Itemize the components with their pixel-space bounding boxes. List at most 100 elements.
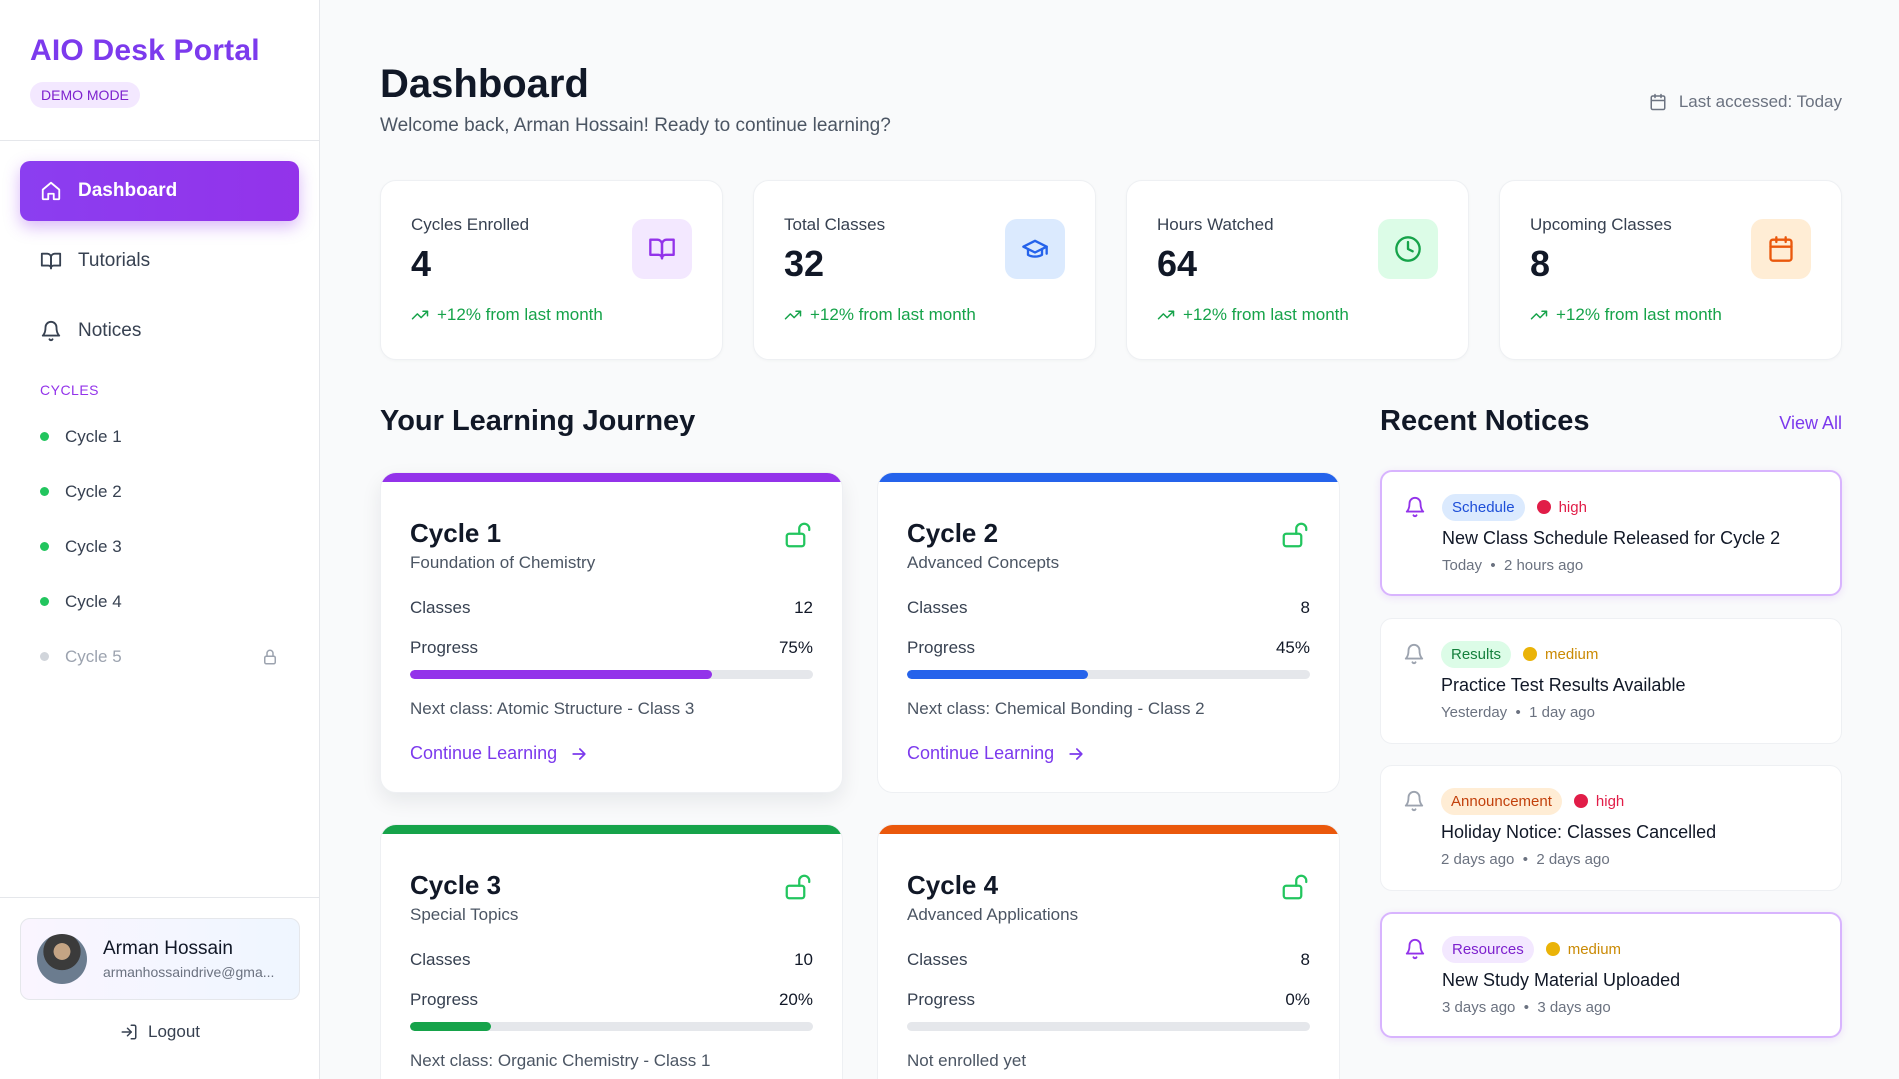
calendar-icon (1769, 236, 1793, 262)
trending-up-icon (411, 310, 429, 320)
notice-category-badge: Resources (1442, 935, 1534, 963)
arrow-right-icon (572, 747, 586, 760)
stat-icon-box (632, 219, 692, 279)
sidebar-item-cycle-2[interactable]: Cycle 2 (0, 464, 319, 519)
stat-value: 32 (784, 243, 825, 284)
sidebar-item-cycle-3[interactable]: Cycle 3 (0, 519, 319, 574)
stat-label: Total Classes (784, 215, 886, 234)
sidebar-item-cycle-1[interactable]: Cycle 1 (0, 409, 319, 464)
cycle-label: Cycle 1 (65, 426, 122, 446)
nav-item-label: Notices (78, 320, 142, 341)
unlock-icon (1282, 522, 1308, 548)
next-class: Not enrolled yet (907, 1051, 1027, 1070)
next-class: Next class: Chemical Bonding - Class 2 (907, 699, 1205, 718)
nav-item-label: Dashboard (78, 180, 178, 201)
stat-trend: +12% from last month (1530, 305, 1811, 325)
notice-card[interactable]: Resources medium New Study Material Uplo… (1380, 912, 1842, 1038)
priority-dot (1536, 500, 1551, 514)
notice-time: 3 days ago • 3 days ago (1442, 999, 1611, 1016)
sidebar: AIO Desk Portal DEMO MODE Dashboard Tuto… (0, 0, 320, 1079)
cycle-card-4: Cycle 4 Advanced Applications Classes 8 P… (877, 824, 1340, 1079)
user-email: armanhossaindrive@gma... (103, 964, 275, 980)
unlock-icon-wrap (783, 520, 813, 550)
unlock-icon-wrap (783, 872, 813, 902)
nav-item-label: Tutorials (78, 250, 151, 271)
trending-up-icon (784, 310, 802, 320)
status-dot (40, 432, 49, 441)
main-nav: Dashboard Tutorials Notices (0, 141, 319, 361)
stat-trend-text: +12% from last month (437, 305, 603, 324)
bell-icon (1405, 939, 1425, 960)
sidebar-item-cycle-4[interactable]: Cycle 4 (0, 574, 319, 629)
cycle-card-2: Cycle 2 Advanced Concepts Classes 8 Progr… (877, 472, 1340, 793)
cycle-subtitle: Advanced Concepts (907, 553, 1060, 572)
status-dot (40, 487, 49, 496)
notice-category-badge: Schedule (1442, 493, 1525, 521)
bell-icon-wrap (1403, 790, 1425, 812)
classes-row: Classes 8 (907, 950, 1310, 970)
notice-card[interactable]: Results medium Practice Test Results Ava… (1380, 618, 1842, 744)
bell-icon-wrap (1404, 938, 1426, 960)
classes-row: Classes 12 (410, 598, 813, 618)
bell-icon (41, 321, 61, 342)
nav-item-notices[interactable]: Notices (20, 301, 299, 361)
recent-notices-title: Recent Notices (1380, 405, 1590, 437)
notice-card[interactable]: Announcement high Holiday Notice: Classe… (1380, 765, 1842, 891)
progress-bar (410, 1022, 813, 1031)
stat-value: 4 (411, 243, 432, 284)
progress-label: Progress (410, 990, 479, 1009)
notice-date: Today (1442, 557, 1483, 574)
notice-date: Yesterday (1441, 704, 1508, 721)
cycle-subtitle: Special Topics (410, 905, 519, 924)
stat-value: 8 (1530, 243, 1551, 284)
progress-value: 0% (1285, 990, 1310, 1009)
trending-up-icon (1530, 310, 1548, 320)
notice-title: New Class Schedule Released for Cycle 2 (1442, 528, 1781, 548)
priority-indicator: high (1536, 499, 1587, 516)
app-title[interactable]: AIO Desk Portal (30, 34, 260, 67)
view-all-link[interactable]: View All (1779, 413, 1842, 433)
sidebar-item-cycle-5[interactable]: Cycle 5 (0, 629, 319, 684)
page-title: Dashboard (380, 62, 589, 106)
progress-label: Progress (907, 638, 976, 657)
continue-learning-link[interactable]: Continue Learning (410, 743, 813, 764)
unlock-icon-wrap (1280, 872, 1310, 902)
user-card[interactable]: Arman Hossain armanhossaindrive@gma... (20, 918, 300, 1000)
welcome-message: Welcome back, Arman Hossain! Ready to co… (380, 115, 891, 136)
progress-value: 45% (1275, 638, 1310, 657)
continue-label: Continue Learning (907, 743, 1055, 763)
cycle-name: Cycle 3 (410, 870, 502, 900)
nav-item-dashboard[interactable]: Dashboard (20, 161, 299, 221)
clock-icon (1395, 236, 1421, 262)
continue-learning-link[interactable]: Continue Learning (907, 743, 1310, 764)
cycle-card-1: Cycle 1 Foundation of Chemistry Classes 1… (380, 472, 843, 793)
priority-indicator: medium (1545, 941, 1621, 958)
cycle-accent-bar (878, 825, 1339, 834)
notice-time: Today • 2 hours ago (1442, 557, 1584, 574)
demo-mode-badge: DEMO MODE (30, 82, 140, 108)
stat-icon-box (1005, 219, 1065, 279)
notice-ago: 2 days ago (1536, 851, 1610, 868)
notice-date: 2 days ago (1441, 851, 1515, 868)
nav-item-tutorials[interactable]: Tutorials (20, 231, 299, 291)
classes-row: Classes 10 (410, 950, 813, 970)
notice-tags: Resources medium (1442, 934, 1840, 964)
notice-date: 3 days ago (1442, 999, 1516, 1016)
notice-time: 2 days ago • 2 days ago (1441, 851, 1610, 868)
cycle-card-3: Cycle 3 Special Topics Classes 10 Progres… (380, 824, 843, 1079)
progress-row: Progress 20% (410, 990, 813, 1010)
progress-row: Progress 45% (907, 638, 1310, 658)
progress-fill (907, 670, 1089, 679)
stat-label: Cycles Enrolled (411, 215, 530, 234)
stat-card-hours-watched: Hours Watched 64 +12% from last month (1126, 180, 1469, 360)
unlock-icon (1282, 874, 1308, 900)
trending-up-icon (1157, 310, 1175, 320)
classes-value: 8 (1300, 598, 1310, 617)
progress-label: Progress (907, 990, 976, 1009)
logout-button[interactable]: Logout (20, 1022, 300, 1042)
notice-card[interactable]: Schedule high New Class Schedule Release… (1380, 470, 1842, 596)
classes-label: Classes (907, 598, 968, 617)
stat-value: 64 (1157, 243, 1198, 284)
stat-card-upcoming-classes: Upcoming Classes 8 +12% from last month (1499, 180, 1842, 360)
cycle-accent-bar (381, 473, 842, 482)
